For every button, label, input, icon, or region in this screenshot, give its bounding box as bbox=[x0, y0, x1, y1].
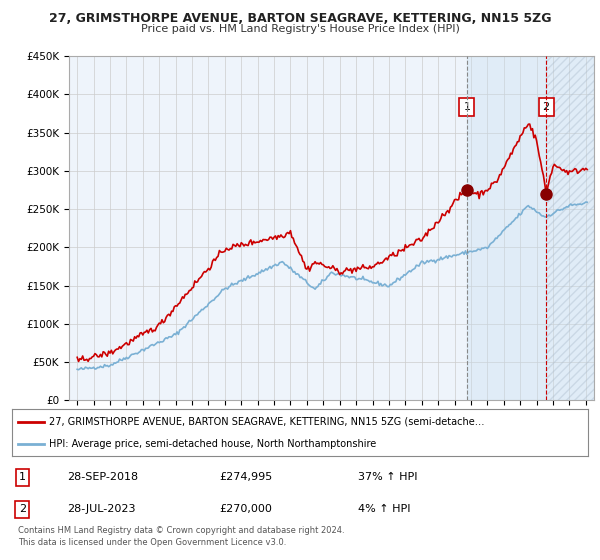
Text: HPI: Average price, semi-detached house, North Northamptonshire: HPI: Average price, semi-detached house,… bbox=[49, 438, 377, 449]
Bar bbox=[546, 56, 594, 400]
Bar bbox=[546, 56, 594, 400]
Text: Price paid vs. HM Land Registry's House Price Index (HPI): Price paid vs. HM Land Registry's House … bbox=[140, 24, 460, 34]
Text: £274,995: £274,995 bbox=[220, 472, 272, 482]
Bar bbox=[467, 56, 546, 400]
Text: 4% ↑ HPI: 4% ↑ HPI bbox=[358, 505, 410, 515]
Text: 27, GRIMSTHORPE AVENUE, BARTON SEAGRAVE, KETTERING, NN15 5ZG (semi-detache…: 27, GRIMSTHORPE AVENUE, BARTON SEAGRAVE,… bbox=[49, 417, 485, 427]
Text: 28-JUL-2023: 28-JUL-2023 bbox=[67, 505, 135, 515]
Text: 1: 1 bbox=[19, 472, 26, 482]
Text: £270,000: £270,000 bbox=[220, 505, 272, 515]
Text: 1: 1 bbox=[463, 102, 470, 112]
Text: 27, GRIMSTHORPE AVENUE, BARTON SEAGRAVE, KETTERING, NN15 5ZG: 27, GRIMSTHORPE AVENUE, BARTON SEAGRAVE,… bbox=[49, 12, 551, 25]
Text: 2: 2 bbox=[19, 505, 26, 515]
Text: 2: 2 bbox=[542, 102, 550, 112]
Text: 37% ↑ HPI: 37% ↑ HPI bbox=[358, 472, 417, 482]
Text: Contains HM Land Registry data © Crown copyright and database right 2024.: Contains HM Land Registry data © Crown c… bbox=[18, 526, 344, 535]
Text: 28-SEP-2018: 28-SEP-2018 bbox=[67, 472, 138, 482]
Text: This data is licensed under the Open Government Licence v3.0.: This data is licensed under the Open Gov… bbox=[18, 538, 286, 547]
